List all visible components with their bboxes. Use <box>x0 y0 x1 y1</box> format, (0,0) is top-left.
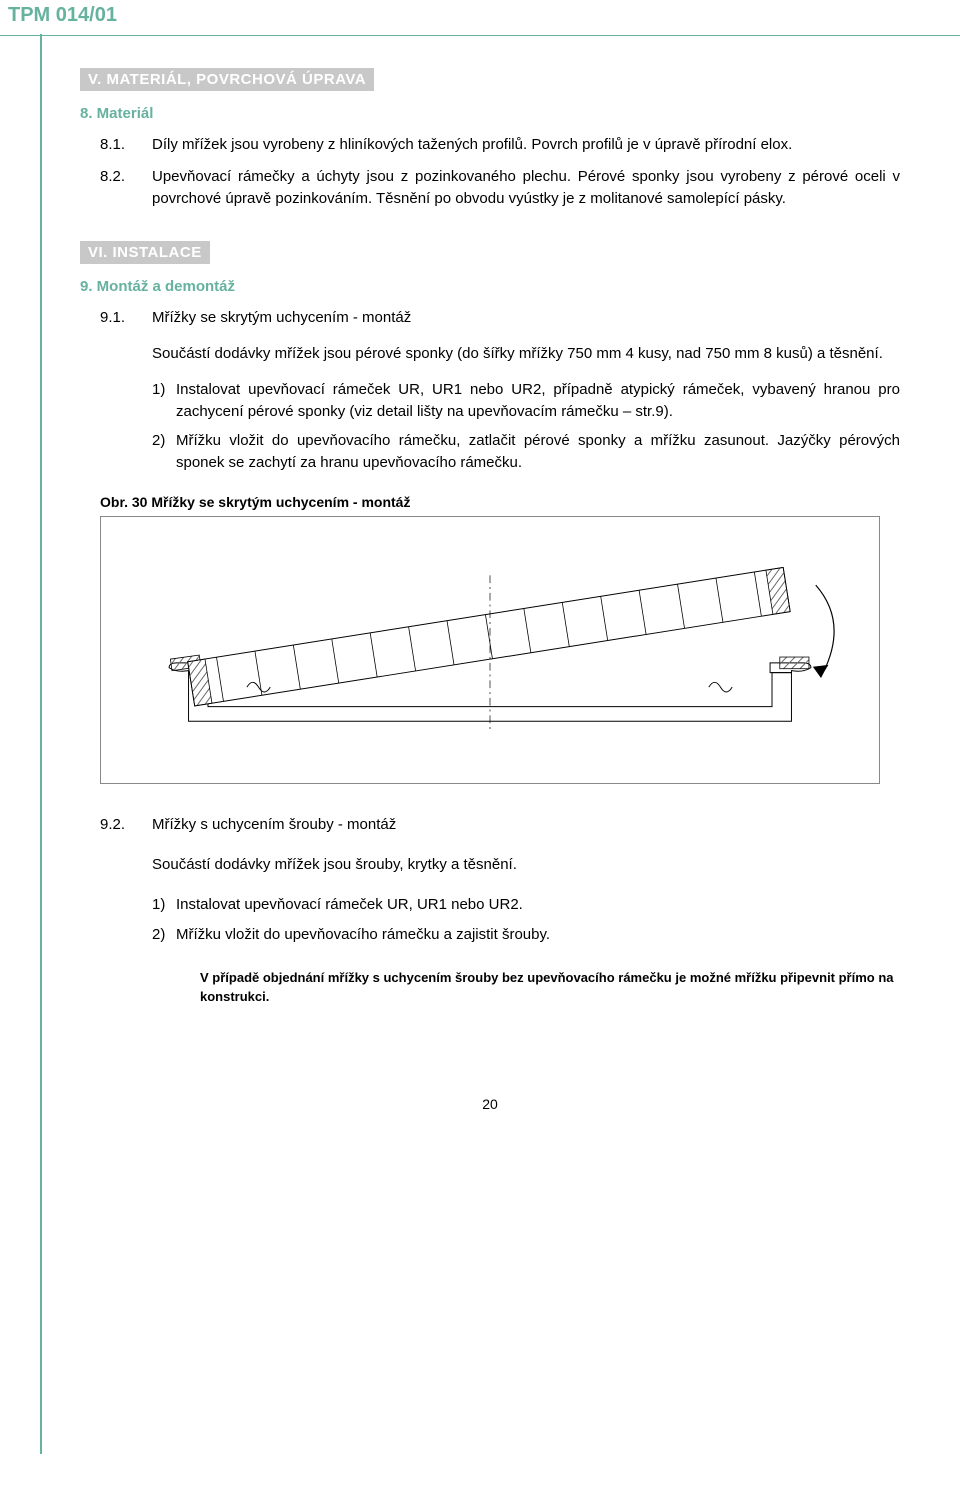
figure-30 <box>100 516 880 785</box>
item-9-1: 9.1. Mřížky se skrytým uchycením - montá… <box>100 307 900 329</box>
item-text: Díly mřížek jsou vyrobeny z hliníkových … <box>152 134 900 156</box>
step: 2) Mřížku vložit do upevňovacího rámečku… <box>152 924 900 946</box>
para-9-2-intro: Součástí dodávky mřížek jsou šrouby, kry… <box>152 854 900 876</box>
step-text: Instalovat upevňovací rámeček UR, UR1 ne… <box>176 894 900 916</box>
step-bullet: 1) <box>152 894 176 916</box>
step-text: Mřížku vložit do upevňovacího rámečku, z… <box>176 430 900 474</box>
item-number: 8.2. <box>100 166 152 210</box>
note-text: V případě objednání mřížky s uchycením š… <box>200 969 900 1005</box>
page-number: 20 <box>80 1096 900 1112</box>
section-6-header: VI. INSTALACE <box>80 241 900 264</box>
item-9-2: 9.2. Mřížky s uchycením šrouby - montáž <box>100 814 900 836</box>
step-text: Mřížku vložit do upevňovacího rámečku a … <box>176 924 900 946</box>
steps-9-2: 1) Instalovat upevňovací rámeček UR, UR1… <box>152 894 900 946</box>
section-5-title: V. MATERIÁL, POVRCHOVÁ ÚPRAVA <box>80 68 374 91</box>
subsection-8-title: 8. Materiál <box>80 105 900 122</box>
step: 1) Instalovat upevňovací rámeček UR, UR1… <box>152 894 900 916</box>
page-body: V. MATERIÁL, POVRCHOVÁ ÚPRAVA 8. Materiá… <box>0 68 960 1152</box>
item-8-2: 8.2. Upevňovací rámečky a úchyty jsou z … <box>100 166 900 210</box>
diagram-svg <box>101 517 879 780</box>
item-title: Mřížky se skrytým uchycením - montáž <box>152 307 900 329</box>
step-bullet: 2) <box>152 924 176 946</box>
item-title: Mřížky s uchycením šrouby - montáž <box>152 814 900 836</box>
subsection-9-title: 9. Montáž a demontáž <box>80 278 900 295</box>
section-5-header: V. MATERIÁL, POVRCHOVÁ ÚPRAVA <box>80 68 900 91</box>
vertical-rule <box>40 34 42 1454</box>
section-6-title: VI. INSTALACE <box>80 241 210 264</box>
item-text: Upevňovací rámečky a úchyty jsou z pozin… <box>152 166 900 210</box>
step-bullet: 2) <box>152 430 176 474</box>
figure-caption: Obr. 30 Mřížky se skrytým uchycením - mo… <box>100 494 900 510</box>
item-number: 9.2. <box>100 814 152 836</box>
doc-header: TPM 014/01 <box>0 0 960 36</box>
item-number: 9.1. <box>100 307 152 329</box>
step: 2) Mřížku vložit do upevňovacího rámečku… <box>152 430 900 474</box>
item-8-1: 8.1. Díly mřížek jsou vyrobeny z hliníko… <box>100 134 900 156</box>
para-9-1-intro: Součástí dodávky mřížek jsou pérové spon… <box>152 343 900 365</box>
step-bullet: 1) <box>152 379 176 423</box>
step-text: Instalovat upevňovací rámeček UR, UR1 ne… <box>176 379 900 423</box>
item-number: 8.1. <box>100 134 152 156</box>
steps-9-1: 1) Instalovat upevňovací rámeček UR, UR1… <box>152 379 900 474</box>
step: 1) Instalovat upevňovací rámeček UR, UR1… <box>152 379 900 423</box>
